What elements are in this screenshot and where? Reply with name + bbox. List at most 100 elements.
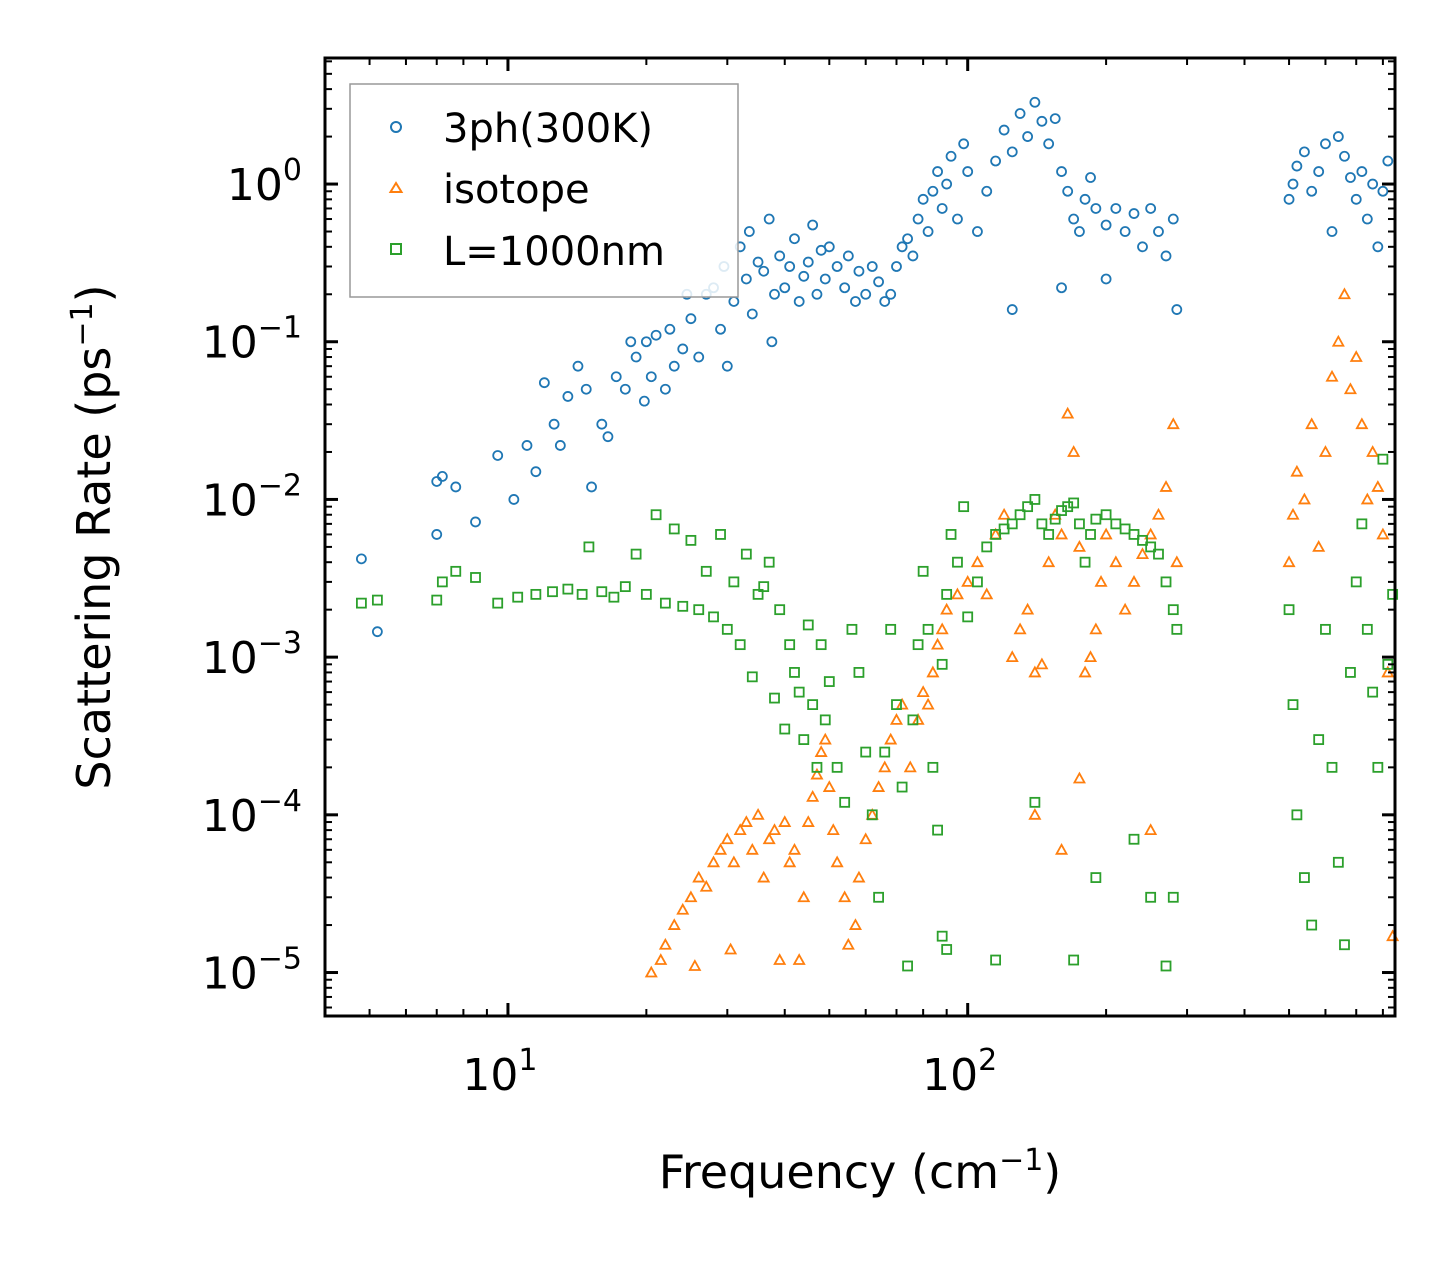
point-circle — [1100, 219, 1112, 231]
point-square — [823, 676, 835, 687]
point-circle — [586, 481, 597, 493]
point-circle — [1049, 113, 1061, 125]
point-circle — [596, 418, 608, 430]
point-square — [873, 891, 884, 903]
point-circle — [1377, 185, 1389, 197]
point-circle — [936, 203, 948, 214]
point-square — [1145, 891, 1157, 903]
point-circle — [1320, 138, 1331, 150]
point-circle — [450, 481, 462, 493]
point-circle — [807, 219, 819, 231]
point-circle — [945, 150, 957, 162]
point-square — [769, 692, 780, 704]
point-triangle — [935, 622, 949, 635]
point-square — [1014, 509, 1026, 521]
point-circle — [521, 440, 533, 451]
point-triangle — [676, 902, 690, 915]
point-triangle — [1135, 547, 1150, 560]
point-square — [431, 594, 443, 606]
point-circle — [1056, 166, 1067, 177]
point-square — [1085, 529, 1096, 540]
point-triangle — [872, 780, 886, 792]
point-circle — [1137, 241, 1148, 253]
point-square — [990, 954, 1002, 966]
point-circle — [693, 351, 705, 363]
point-circle — [1167, 213, 1179, 225]
point-circle — [1062, 185, 1074, 197]
point-square — [941, 944, 953, 955]
point-circle — [1145, 203, 1157, 214]
point-triangle — [1042, 555, 1056, 568]
point-square — [562, 583, 574, 595]
point-triangle — [830, 855, 844, 868]
point-circle — [1283, 193, 1295, 205]
point-square — [927, 761, 939, 773]
point-triangle — [1035, 657, 1049, 670]
point-square — [693, 604, 705, 616]
point-square — [436, 576, 448, 588]
point-triangle — [1028, 665, 1042, 678]
point-triangle — [806, 790, 820, 802]
point-square — [1128, 833, 1140, 845]
x-tick-label: 102 — [922, 1043, 997, 1101]
point-square — [1068, 497, 1080, 509]
point-square — [1090, 872, 1102, 883]
point-circle — [1043, 138, 1055, 150]
point-triangle — [1166, 417, 1180, 430]
point-square — [941, 588, 953, 600]
point-square — [811, 761, 823, 773]
point-circle — [774, 250, 786, 262]
point-triangle — [1349, 350, 1363, 362]
point-triangle — [783, 855, 797, 868]
point-triangle — [644, 965, 658, 978]
plot-frame — [323, 56, 1397, 1018]
point-square — [608, 591, 620, 603]
point-circle — [548, 418, 560, 430]
point-circle — [1022, 131, 1034, 142]
point-triangle — [1067, 445, 1081, 457]
point-circle — [912, 213, 924, 225]
point-square — [793, 686, 805, 698]
point-square — [1320, 623, 1331, 635]
point-square — [860, 746, 872, 758]
point-circle — [1006, 146, 1018, 158]
point-triangle — [720, 832, 734, 845]
point-square — [1356, 518, 1368, 530]
y-tick-label: 10−3 — [202, 626, 302, 684]
point-triangle — [767, 823, 782, 836]
point-circle — [1153, 226, 1164, 237]
point-triangle — [714, 842, 728, 855]
point-square — [1287, 699, 1299, 711]
point-circle — [823, 241, 835, 253]
point-circle — [958, 138, 970, 150]
point-square — [1119, 523, 1131, 535]
point-triangle — [848, 918, 862, 930]
point-triangle — [961, 575, 975, 587]
point-circle — [819, 273, 831, 285]
point-circle — [1100, 273, 1112, 285]
point-square — [1387, 588, 1399, 600]
point-circle — [685, 313, 697, 325]
point-triangle — [916, 685, 930, 698]
point-circle — [645, 371, 657, 383]
point-triangle — [1312, 540, 1326, 552]
point-triangle — [931, 637, 945, 650]
point-triangle — [1072, 771, 1086, 784]
point-square — [962, 611, 974, 623]
point-triangle — [1005, 650, 1019, 663]
point-square — [1090, 513, 1102, 525]
point-square — [945, 529, 957, 540]
point-triangle — [1159, 480, 1173, 492]
point-triangle — [1366, 445, 1380, 457]
point-triangle — [970, 555, 984, 568]
y-tick-label: 10−1 — [202, 311, 302, 369]
data-points — [356, 96, 1400, 978]
point-square — [685, 534, 697, 546]
point-circle — [1068, 213, 1080, 225]
point-circle — [664, 323, 676, 335]
point-square — [866, 809, 878, 821]
point-triangle — [1337, 287, 1352, 300]
point-circle — [972, 226, 983, 237]
point-circle — [779, 282, 791, 294]
